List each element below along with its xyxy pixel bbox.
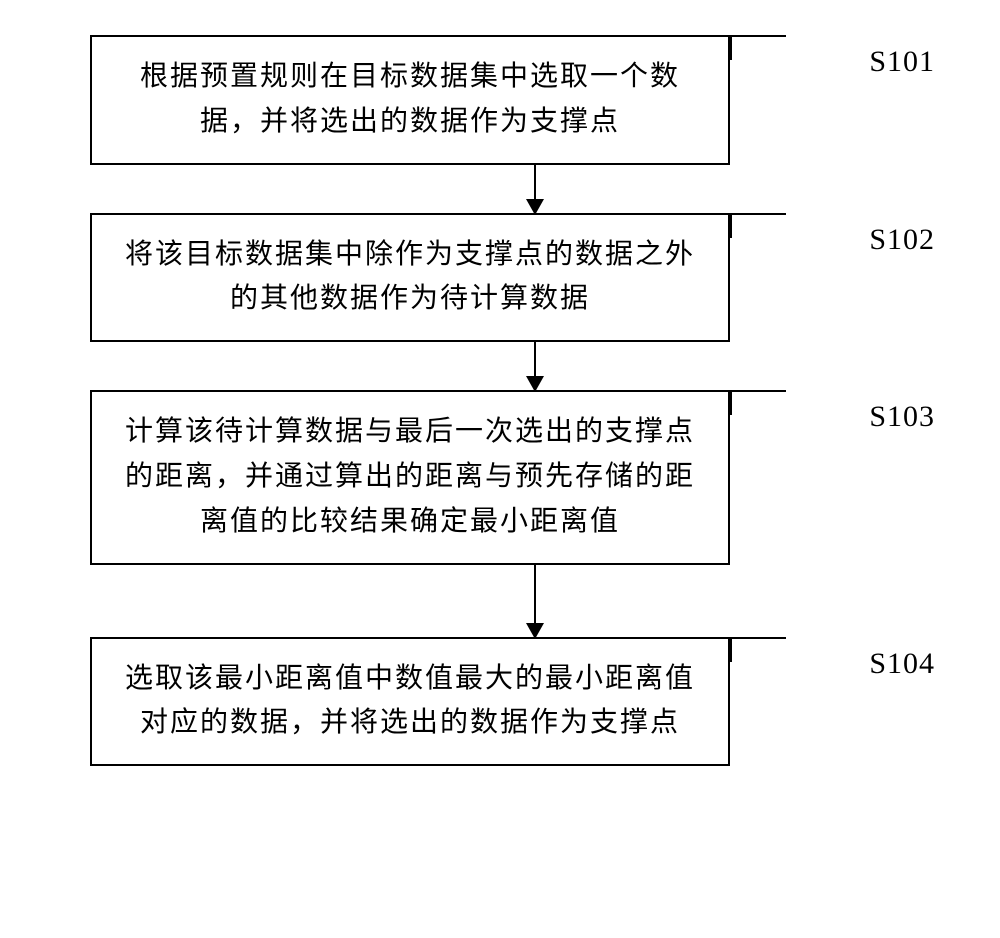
step-label-s103: S103 (869, 400, 935, 434)
step-text: 选取该最小距离值中数值最大的最小距离值对应的数据，并将选出的数据作为支撑点 (116, 657, 704, 747)
connector-line (730, 637, 786, 662)
connector-line (730, 35, 786, 60)
arrow-container (215, 565, 855, 637)
step-text: 计算该待计算数据与最后一次选出的支撑点的距离，并通过算出的距离与预先存储的距离值… (116, 410, 704, 544)
step-box-s104: 选取该最小距离值中数值最大的最小距离值对应的数据，并将选出的数据作为支撑点 (90, 637, 730, 767)
step-row-3: 计算该待计算数据与最后一次选出的支撑点的距离，并通过算出的距离与预先存储的距离值… (20, 390, 980, 564)
connector-line (730, 390, 786, 415)
step-text: 将该目标数据集中除作为支撑点的数据之外的其他数据作为待计算数据 (116, 233, 704, 323)
step-label-s101: S101 (869, 45, 935, 79)
step-box-s103: 计算该待计算数据与最后一次选出的支撑点的距离，并通过算出的距离与预先存储的距离值… (90, 390, 730, 564)
step-text: 根据预置规则在目标数据集中选取一个数据，并将选出的数据作为支撑点 (116, 55, 704, 145)
step-box-s101: 根据预置规则在目标数据集中选取一个数据，并将选出的数据作为支撑点 (90, 35, 730, 165)
arrow-down (534, 165, 536, 213)
arrow-down (534, 565, 536, 637)
step-box-s102: 将该目标数据集中除作为支撑点的数据之外的其他数据作为待计算数据 (90, 213, 730, 343)
flowchart-container: 根据预置规则在目标数据集中选取一个数据，并将选出的数据作为支撑点 S101 将该… (20, 20, 980, 766)
step-row-1: 根据预置规则在目标数据集中选取一个数据，并将选出的数据作为支撑点 S101 (20, 35, 980, 165)
step-label-s102: S102 (869, 223, 935, 257)
arrow-container (215, 342, 855, 390)
step-row-2: 将该目标数据集中除作为支撑点的数据之外的其他数据作为待计算数据 S102 (20, 213, 980, 343)
arrow-container (215, 165, 855, 213)
step-row-4: 选取该最小距离值中数值最大的最小距离值对应的数据，并将选出的数据作为支撑点 S1… (20, 637, 980, 767)
arrow-down (534, 342, 536, 390)
connector-line (730, 213, 786, 238)
step-label-s104: S104 (869, 647, 935, 681)
